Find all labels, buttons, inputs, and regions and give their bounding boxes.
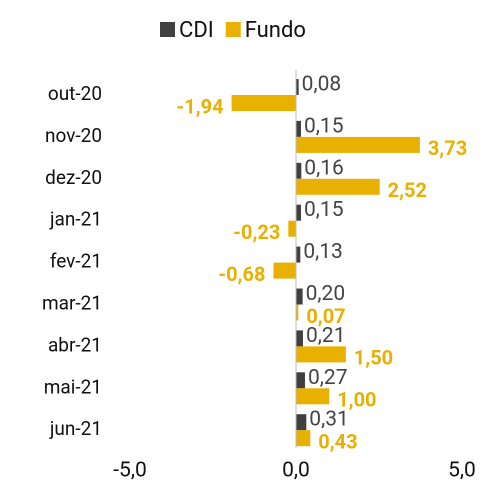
fundo-bar bbox=[296, 430, 311, 447]
cdi-value-label: 0,15 bbox=[304, 114, 344, 138]
legend-label: CDI bbox=[179, 18, 214, 43]
category-label: jun-21 bbox=[49, 417, 102, 440]
fundo-bar bbox=[296, 388, 330, 405]
fundo-bar bbox=[273, 262, 296, 279]
fundo-bar bbox=[288, 220, 296, 237]
category-label: dez-20 bbox=[45, 166, 102, 189]
fundo-value-label: 3,73 bbox=[428, 136, 467, 160]
x-tick-label: -5,0 bbox=[113, 459, 147, 483]
cdi-value-label: 0,13 bbox=[303, 240, 343, 264]
cdi-bar bbox=[296, 414, 307, 431]
category-label: fev-21 bbox=[50, 250, 102, 273]
cdi-value-label: 0,20 bbox=[306, 282, 346, 306]
fundo-value-label: 1,50 bbox=[354, 346, 393, 370]
fundo-bar bbox=[296, 346, 346, 363]
cdi-bar bbox=[296, 288, 303, 305]
fundo-value-label: 1,00 bbox=[337, 388, 376, 412]
cdi-bar bbox=[296, 162, 302, 179]
category-label: nov-20 bbox=[45, 124, 102, 147]
fundo-bar bbox=[231, 95, 296, 111]
category-label: jan-21 bbox=[49, 208, 102, 231]
cdi-bar bbox=[296, 330, 303, 347]
cdi-bar bbox=[296, 79, 299, 95]
fundo-value-label: -0,68 bbox=[218, 262, 265, 286]
cdi-value-label: 0,15 bbox=[304, 198, 344, 222]
cdi-bar bbox=[296, 372, 305, 389]
category-label: mar-21 bbox=[42, 292, 102, 315]
category-label: out-20 bbox=[48, 82, 102, 105]
cdi-value-label: 0,27 bbox=[308, 366, 348, 390]
fundo-value-label: 0,07 bbox=[306, 304, 345, 328]
cdi-bar bbox=[296, 204, 301, 221]
cdi-value-label: 0,21 bbox=[306, 324, 346, 348]
fundo-bar bbox=[296, 178, 380, 195]
fundo-value-label: -1,94 bbox=[176, 94, 223, 118]
legend-swatch bbox=[225, 22, 241, 37]
category-label: mai-21 bbox=[44, 375, 102, 398]
legend-label: Fundo bbox=[245, 18, 306, 43]
fundo-value-label: 0,43 bbox=[318, 429, 357, 453]
cdi-value-label: 0,31 bbox=[309, 408, 349, 432]
cdi-bar bbox=[296, 246, 301, 263]
fundo-bar bbox=[296, 136, 420, 153]
cdi-value-label: 0,08 bbox=[302, 73, 342, 97]
legend-swatch bbox=[160, 22, 175, 37]
category-label: abr-21 bbox=[48, 333, 102, 356]
x-tick-label: 0,0 bbox=[282, 459, 310, 483]
x-tick-label: 5,0 bbox=[448, 459, 476, 483]
fundo-value-label: -0,23 bbox=[233, 220, 280, 244]
cdi-value-label: 0,16 bbox=[304, 156, 344, 180]
cdi-bar bbox=[296, 120, 301, 137]
fundo-bar bbox=[296, 304, 299, 321]
fundo-value-label: 2,52 bbox=[388, 178, 427, 202]
